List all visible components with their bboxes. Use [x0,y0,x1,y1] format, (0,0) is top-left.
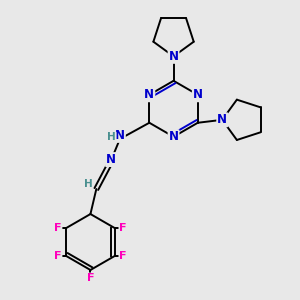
Text: F: F [54,223,62,233]
Text: N: N [144,88,154,101]
Text: N: N [193,88,203,101]
Text: F: F [119,223,127,233]
Text: N: N [169,130,178,143]
Text: N: N [106,153,116,166]
Text: H: H [84,179,92,189]
Text: F: F [87,273,94,283]
Text: N: N [115,129,125,142]
Text: H: H [107,133,116,142]
Text: N: N [217,113,227,126]
Text: F: F [119,251,127,261]
Text: N: N [169,50,178,63]
Text: F: F [54,251,62,261]
